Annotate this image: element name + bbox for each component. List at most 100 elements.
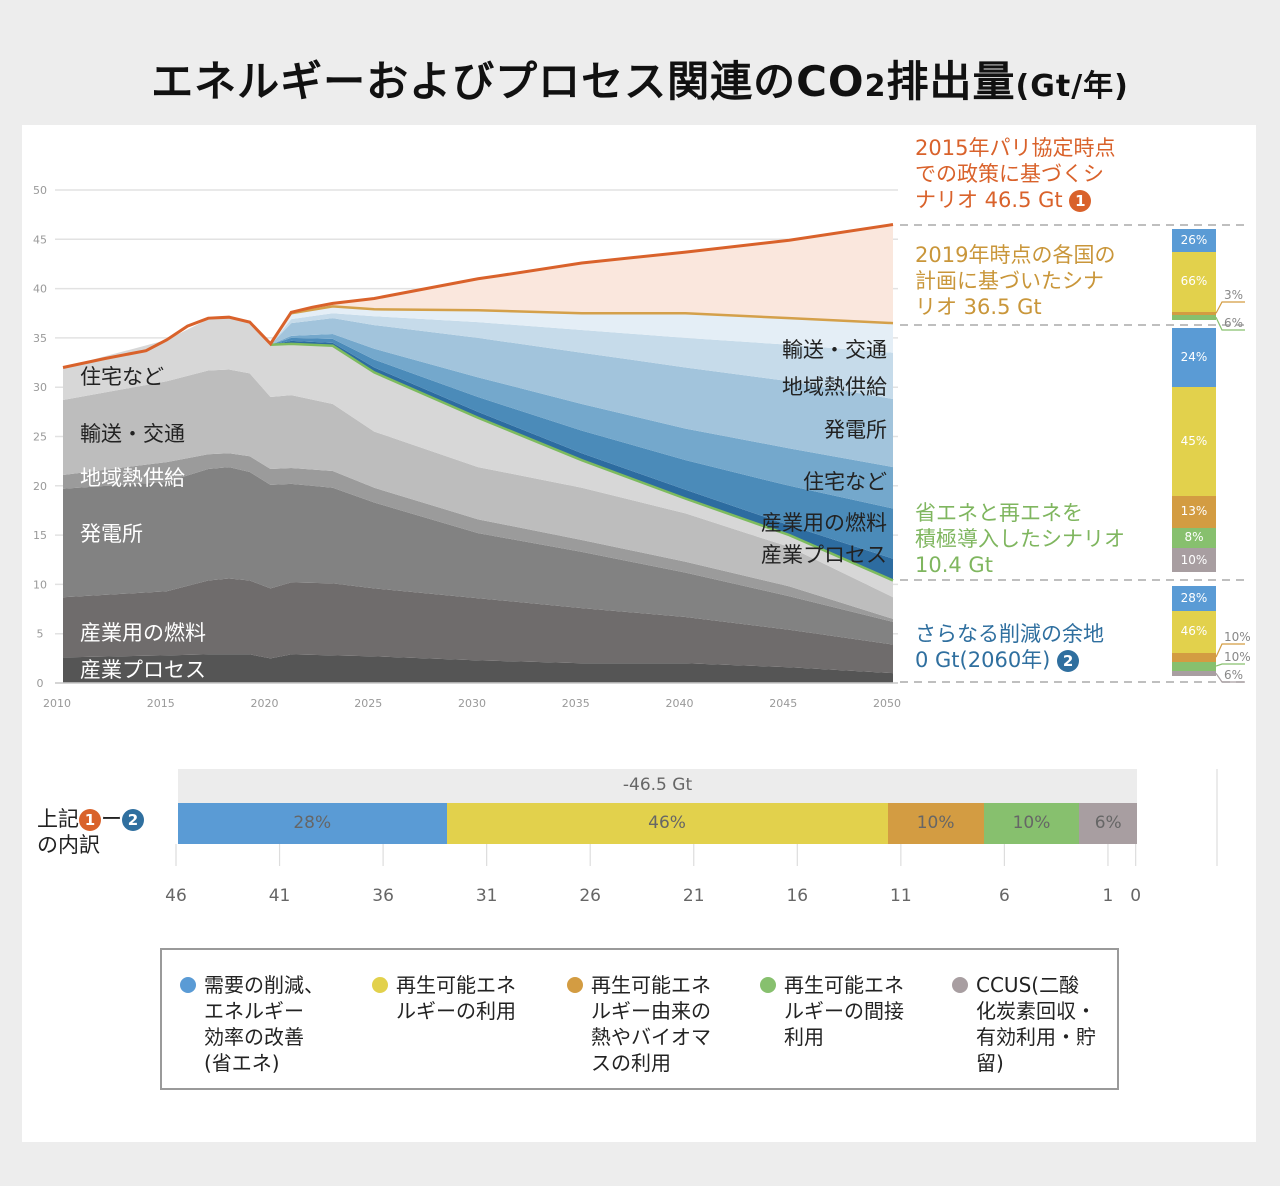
- y-tick-label: 30: [33, 381, 47, 394]
- scenario-plans-line1: 2019年時点の各国の: [915, 243, 1116, 267]
- side-bar-segment: 28%: [1172, 586, 1216, 612]
- side-bar-segment: [1172, 670, 1216, 676]
- number-1-badge: 1: [79, 809, 101, 831]
- breakdown-segment: 46%: [446, 803, 888, 844]
- x-tick-label: 2040: [666, 697, 694, 710]
- side-bar-outside-label: 3%: [1224, 288, 1244, 302]
- scenario-aggressive-line2: 積極導入したシナリオ: [915, 527, 1125, 551]
- legend: 需要の削減、 エネルギー 効率の改善 (省エネ) 再生可能エネ ルギーの利用 再生可…: [160, 948, 1119, 1090]
- scenario-plans-label: 2019年時点の各国の 計画に基づいたシナ リオ 36.5 Gt: [915, 242, 1115, 320]
- area-reduction-2: [270, 333, 893, 509]
- area-emission-4: [63, 369, 893, 619]
- number-1-badge: 1: [1069, 190, 1092, 212]
- x-tick-label: 2020: [251, 697, 279, 710]
- right-label-industry-fuel: 産業用の燃料: [761, 511, 887, 535]
- y-tick-label: 25: [33, 431, 47, 444]
- x-tick-label: 2025: [354, 697, 382, 710]
- legend-label: 再生可能エネ ルギーの利用: [396, 973, 516, 1023]
- y-tick-label: 50: [33, 184, 47, 197]
- side-bar-segment: [1172, 314, 1216, 320]
- x-tick-label: 2050: [873, 697, 901, 710]
- legend-swatch: [952, 977, 968, 993]
- page-title: エネルギーおよびプロセス関連のCO2排出量(Gt/年): [0, 48, 1280, 109]
- scenario-plans-line2: 計画に基づいたシナ: [915, 269, 1104, 293]
- plans-2019-line: [291, 305, 894, 325]
- breakdown-label-text2: の内訳: [37, 833, 100, 857]
- side-bar-segment: 10%: [1172, 547, 1216, 572]
- breakdown-tick-label: 46: [165, 886, 187, 906]
- breakdown-tick-label: 36: [372, 886, 394, 906]
- legend-label: 需要の削減、 エネルギー 効率の改善 (省エネ): [204, 973, 324, 1075]
- leader-line: [1215, 643, 1245, 658]
- side-bar-segment: 46%: [1172, 611, 1216, 653]
- y-tick-label: 45: [33, 233, 47, 246]
- y-tick-label: 10: [33, 578, 47, 591]
- legend-label: 再生可能エネ ルギー由来の 熱やバイオマ スの利用: [591, 973, 711, 1075]
- side-bar-segment: [1172, 311, 1216, 315]
- breakdown-tick-label: 26: [579, 886, 602, 906]
- left-label-power: 発電所: [80, 522, 143, 546]
- side-bar-outside-label: 6%: [1224, 316, 1244, 330]
- y-tick-label: 35: [33, 332, 47, 345]
- x-tick-label: 2015: [147, 697, 175, 710]
- right-label-residential: 住宅など: [803, 470, 887, 494]
- side-bar-outside-label: 10%: [1224, 630, 1251, 644]
- legend-item: CCUS(二酸 化炭素回収・ 有効利用・貯 留): [952, 972, 1096, 1076]
- legend-swatch: [760, 977, 776, 993]
- area-emission-2: [63, 467, 893, 645]
- y-tick-label: 5: [37, 628, 44, 641]
- paris-gap-area: [291, 224, 893, 324]
- number-2-badge: 2: [122, 809, 144, 831]
- side-bar-outside-label: 6%: [1224, 668, 1244, 682]
- scenario-further-line2: 0 Gt(2060年): [915, 648, 1051, 672]
- scenario-further-line1: さらなる削減の余地: [915, 622, 1104, 646]
- x-tick-label: 2030: [458, 697, 486, 710]
- title-main: エネルギーおよびプロセス関連のCO: [151, 57, 865, 106]
- legend-swatch: [567, 977, 583, 993]
- side-bar-segment: [1172, 652, 1216, 662]
- breakdown-tick-label: 16: [786, 886, 809, 906]
- breakdown-tick-label: 6: [998, 886, 1010, 906]
- breakdown-label-text: 上記: [37, 807, 79, 831]
- legend-swatch: [372, 977, 388, 993]
- side-bar-segment: 45%: [1172, 386, 1216, 497]
- side-bar-segment: 13%: [1172, 496, 1216, 529]
- legend-item: 需要の削減、 エネルギー 効率の改善 (省エネ): [180, 972, 324, 1076]
- area-emission-0: [63, 654, 893, 683]
- side-bar-segment: [1172, 661, 1216, 671]
- title-subscript: 2: [864, 69, 887, 104]
- scenario-paris-line1: 2015年パリ協定時点: [915, 136, 1116, 160]
- right-label-industry-process: 産業プロセス: [761, 543, 887, 567]
- breakdown-tick-label: 41: [268, 886, 291, 906]
- breakdown-tick-label: 31: [475, 886, 498, 906]
- x-tick-label: 2035: [562, 697, 590, 710]
- left-label-residential: 住宅など: [80, 365, 164, 389]
- scenario-paris-label: 2015年パリ協定時点 での政策に基づくシ ナリオ 46.5 Gt 1: [915, 135, 1115, 213]
- area-reduction-1: [270, 337, 893, 559]
- breakdown-tick-label: 1: [1102, 886, 1114, 906]
- scenario-aggressive-label: 省エネと再エネを 積極導入したシナリオ 10.4 Gt: [915, 500, 1125, 578]
- legend-swatch: [180, 977, 196, 993]
- scenario-paris-line2: での政策に基づくシ: [915, 162, 1104, 186]
- breakdown-dash: ー: [101, 807, 122, 831]
- y-tick-label: 20: [33, 480, 47, 493]
- x-tick-label: 2010: [43, 697, 71, 710]
- side-bar-segment: 24%: [1172, 328, 1216, 387]
- breakdown-total: -46.5 Gt: [178, 769, 1137, 803]
- breakdown-tick-label: 21: [682, 886, 705, 906]
- breakdown-segment: 10%: [983, 803, 1080, 844]
- side-bar-outside-label: 10%: [1224, 650, 1251, 664]
- scenario-plans-line3: リオ 36.5 Gt: [915, 295, 1042, 319]
- aggressive-scenario-line: [270, 342, 894, 582]
- leader-line: [1215, 317, 1245, 331]
- scenario-paris-line3: ナリオ 46.5 Gt: [915, 188, 1063, 212]
- left-label-industry-fuel: 産業用の燃料: [80, 621, 206, 645]
- right-label-transport: 輸送・交通: [782, 338, 887, 362]
- scenario-aggressive-line1: 省エネと再エネを: [915, 501, 1083, 525]
- side-bar-segment: 8%: [1172, 528, 1216, 548]
- title-unit: (Gt/年): [1015, 69, 1129, 104]
- legend-label: 再生可能エネ ルギーの間接 利用: [784, 973, 904, 1049]
- left-label-transport: 輸送・交通: [80, 422, 185, 446]
- area-reduction-4: [270, 313, 893, 400]
